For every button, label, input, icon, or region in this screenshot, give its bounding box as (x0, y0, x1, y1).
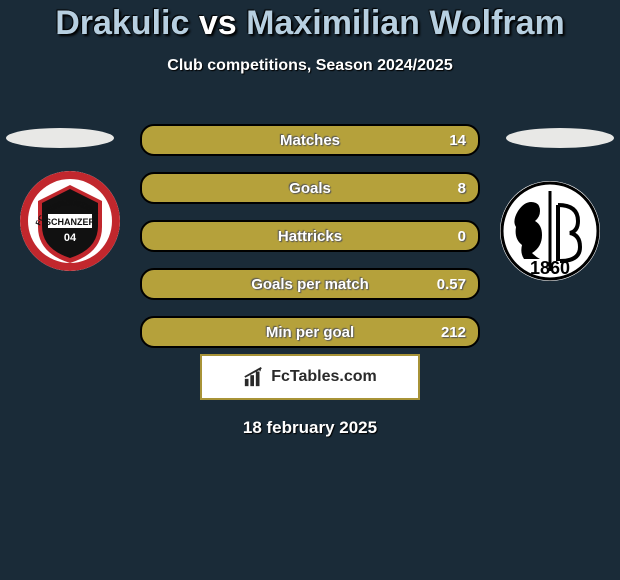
stat-row-goals: Goals 8 (140, 172, 480, 204)
stat-label: Matches (142, 126, 478, 154)
svg-text:04: 04 (64, 232, 77, 244)
stat-right-value: 0.57 (437, 270, 466, 298)
player2-name: Maximilian Wolfram (246, 4, 565, 42)
page-title: Drakulic vs Maximilian Wolfram (0, 0, 620, 43)
stat-label: Hattricks (142, 222, 478, 250)
stat-row-matches: Matches 14 (140, 124, 480, 156)
svg-text:SCHANZER: SCHANZER (45, 217, 96, 227)
stat-right-value: 0 (458, 222, 466, 250)
stat-row-hattricks: Hattricks 0 (140, 220, 480, 252)
stat-row-min-per-goal: Min per goal 212 (140, 316, 480, 348)
subtitle: Club competitions, Season 2024/2025 (0, 57, 620, 75)
stat-right-value: 8 (458, 174, 466, 202)
bars-icon (243, 366, 265, 388)
player2-placeholder-ellipse (506, 128, 614, 148)
svg-text:1860: 1860 (530, 258, 570, 278)
branding-box: FcTables.com (200, 354, 420, 400)
club-badge-right: 1860 (500, 181, 600, 281)
club-badge-left: SCHANZER 04 FC INGOLSTADT FC INGOLSTADT (20, 171, 120, 271)
stat-label: Goals per match (142, 270, 478, 298)
player1-name: Drakulic (55, 4, 189, 42)
stat-row-goals-per-match: Goals per match 0.57 (140, 268, 480, 300)
stat-right-value: 14 (449, 126, 466, 154)
stat-label: Goals (142, 174, 478, 202)
stat-label: Min per goal (142, 318, 478, 346)
player1-placeholder-ellipse (6, 128, 114, 148)
stats-bars: Matches 14 Goals 8 Hattricks 0 Goals per… (140, 124, 480, 364)
title-vs: vs (189, 4, 246, 42)
date-text: 18 february 2025 (0, 418, 620, 438)
branding-text: FcTables.com (271, 368, 377, 386)
stat-right-value: 212 (441, 318, 466, 346)
